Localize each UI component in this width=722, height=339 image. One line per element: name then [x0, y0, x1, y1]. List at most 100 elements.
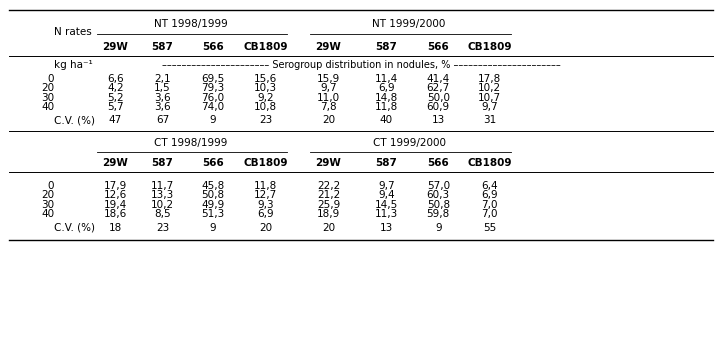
Text: 15,6: 15,6 — [254, 74, 277, 84]
Text: 6,9: 6,9 — [378, 83, 395, 93]
Text: 587: 587 — [152, 158, 173, 168]
Text: 6,9: 6,9 — [481, 190, 498, 200]
Text: 9,3: 9,3 — [257, 200, 274, 210]
Text: 23: 23 — [259, 115, 272, 125]
Text: CB1809: CB1809 — [467, 158, 512, 168]
Text: 17,9: 17,9 — [104, 181, 127, 191]
Text: 9: 9 — [209, 115, 217, 125]
Text: 31: 31 — [483, 115, 496, 125]
Text: NT 1999/2000: NT 1999/2000 — [373, 19, 445, 29]
Text: 49,9: 49,9 — [201, 200, 225, 210]
Text: 19,4: 19,4 — [104, 200, 127, 210]
Text: 566: 566 — [427, 158, 449, 168]
Text: 9,4: 9,4 — [378, 190, 395, 200]
Text: 566: 566 — [427, 42, 449, 52]
Text: 9: 9 — [435, 223, 442, 233]
Text: 14,5: 14,5 — [375, 200, 398, 210]
Text: 11,7: 11,7 — [151, 181, 174, 191]
Text: 29W: 29W — [103, 42, 129, 52]
Text: C.V. (%): C.V. (%) — [54, 223, 95, 233]
Text: 30: 30 — [41, 200, 54, 210]
Text: 0: 0 — [48, 74, 54, 84]
Text: 29W: 29W — [103, 158, 129, 168]
Text: 7,0: 7,0 — [482, 200, 497, 210]
Text: 20: 20 — [41, 83, 54, 93]
Text: 8,5: 8,5 — [154, 209, 171, 219]
Text: 10,2: 10,2 — [478, 83, 501, 93]
Text: 5,7: 5,7 — [107, 102, 124, 112]
Text: 9,7: 9,7 — [378, 181, 395, 191]
Text: 6,6: 6,6 — [107, 74, 124, 84]
Text: 79,3: 79,3 — [201, 83, 225, 93]
Text: 50,8: 50,8 — [201, 190, 225, 200]
Text: –––––––––––––––––––––– Serogroup distribution in nodules, % ––––––––––––––––––––: –––––––––––––––––––––– Serogroup distrib… — [162, 60, 560, 70]
Text: 566: 566 — [202, 42, 224, 52]
Text: 50,0: 50,0 — [427, 93, 450, 103]
Text: 40: 40 — [41, 102, 54, 112]
Text: 20: 20 — [322, 115, 335, 125]
Text: 11,3: 11,3 — [375, 209, 398, 219]
Text: 10,3: 10,3 — [254, 83, 277, 93]
Text: 40: 40 — [41, 209, 54, 219]
Text: 45,8: 45,8 — [201, 181, 225, 191]
Text: 587: 587 — [152, 42, 173, 52]
Text: 13: 13 — [432, 115, 445, 125]
Text: 29W: 29W — [316, 158, 342, 168]
Text: 50,8: 50,8 — [427, 200, 450, 210]
Text: 1,5: 1,5 — [154, 83, 171, 93]
Text: 41,4: 41,4 — [427, 74, 450, 84]
Text: CB1809: CB1809 — [243, 158, 288, 168]
Text: NT 1998/1999: NT 1998/1999 — [154, 19, 227, 29]
Text: 47: 47 — [109, 115, 122, 125]
Text: 9,7: 9,7 — [481, 102, 498, 112]
Text: 5,2: 5,2 — [107, 93, 124, 103]
Text: 20: 20 — [41, 190, 54, 200]
Text: 7,8: 7,8 — [320, 102, 337, 112]
Text: 11,4: 11,4 — [375, 74, 398, 84]
Text: 13,3: 13,3 — [151, 190, 174, 200]
Text: 60,9: 60,9 — [427, 102, 450, 112]
Text: 14,8: 14,8 — [375, 93, 398, 103]
Text: C.V. (%): C.V. (%) — [54, 115, 95, 125]
Text: 40: 40 — [380, 115, 393, 125]
Text: CB1809: CB1809 — [467, 42, 512, 52]
Text: 25,9: 25,9 — [317, 200, 340, 210]
Text: 4,2: 4,2 — [107, 83, 124, 93]
Text: 76,0: 76,0 — [201, 93, 225, 103]
Text: 9: 9 — [209, 223, 217, 233]
Text: 3,6: 3,6 — [154, 102, 171, 112]
Text: 29W: 29W — [316, 42, 342, 52]
Text: N rates: N rates — [54, 27, 92, 37]
Text: 10,2: 10,2 — [151, 200, 174, 210]
Text: 21,2: 21,2 — [317, 190, 340, 200]
Text: CT 1998/1999: CT 1998/1999 — [154, 138, 227, 148]
Text: 2,1: 2,1 — [154, 74, 171, 84]
Text: 60,3: 60,3 — [427, 190, 450, 200]
Text: 74,0: 74,0 — [201, 102, 225, 112]
Text: kg ha⁻¹: kg ha⁻¹ — [54, 60, 93, 70]
Text: 55: 55 — [483, 223, 496, 233]
Text: 20: 20 — [322, 223, 335, 233]
Text: CT 1999/2000: CT 1999/2000 — [373, 138, 445, 148]
Text: 11,0: 11,0 — [317, 93, 340, 103]
Text: 6,9: 6,9 — [257, 209, 274, 219]
Text: 587: 587 — [375, 42, 397, 52]
Text: 12,7: 12,7 — [254, 190, 277, 200]
Text: 51,3: 51,3 — [201, 209, 225, 219]
Text: 18,6: 18,6 — [104, 209, 127, 219]
Text: 57,0: 57,0 — [427, 181, 450, 191]
Text: 13: 13 — [380, 223, 393, 233]
Text: 17,8: 17,8 — [478, 74, 501, 84]
Text: 15,9: 15,9 — [317, 74, 340, 84]
Text: 18: 18 — [109, 223, 122, 233]
Text: 9,2: 9,2 — [257, 93, 274, 103]
Text: 62,7: 62,7 — [427, 83, 450, 93]
Text: 11,8: 11,8 — [254, 181, 277, 191]
Text: 12,6: 12,6 — [104, 190, 127, 200]
Text: CB1809: CB1809 — [243, 42, 288, 52]
Text: 23: 23 — [156, 223, 169, 233]
Text: 20: 20 — [259, 223, 272, 233]
Text: 6,4: 6,4 — [481, 181, 498, 191]
Text: 9,7: 9,7 — [320, 83, 337, 93]
Text: 18,9: 18,9 — [317, 209, 340, 219]
